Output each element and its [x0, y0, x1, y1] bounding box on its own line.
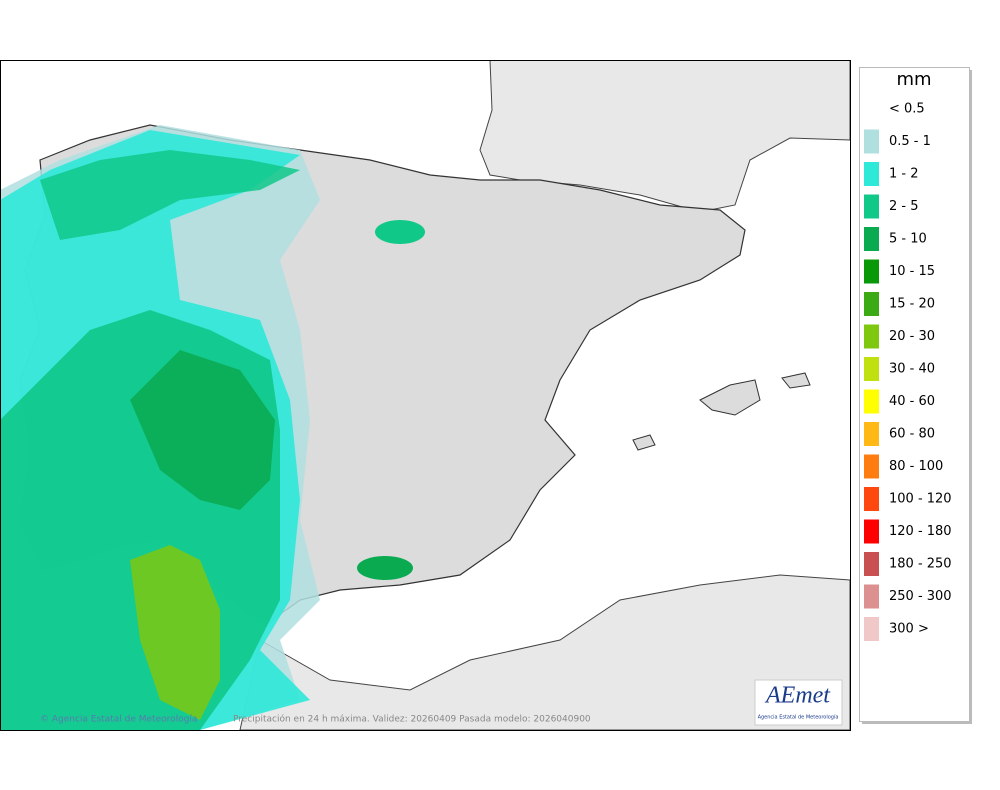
- legend-label: 300 >: [889, 622, 929, 637]
- legend-label: 60 - 80: [889, 427, 935, 442]
- legend-label: 1 - 2: [889, 167, 919, 182]
- legend-swatch: [864, 129, 879, 154]
- precipitation-north: [40, 150, 300, 240]
- legend-swatch: [864, 422, 879, 446]
- precipitation-south: [357, 556, 413, 580]
- legend-swatch: [864, 552, 879, 576]
- legend-label: 120 - 180: [889, 524, 952, 539]
- legend-swatch: [864, 227, 879, 251]
- france: [479, 60, 850, 213]
- legend-label: 180 - 250: [889, 557, 952, 572]
- legend-label: 30 - 40: [889, 362, 935, 377]
- legend-label: 15 - 20: [889, 297, 935, 312]
- legend-swatch: [864, 292, 879, 316]
- map: [0, 60, 850, 730]
- precipitation-5-10: [130, 350, 275, 510]
- logo-text: AEmet: [764, 683, 831, 709]
- legend-swatch: [864, 162, 879, 186]
- legend-label: 250 - 300: [889, 589, 952, 604]
- legend-label: 5 - 10: [889, 232, 927, 247]
- logo-subtitle: Agencia Estatal de Meteorología: [758, 714, 839, 721]
- legend-label: 20 - 30: [889, 329, 935, 344]
- caption: Precipitación en 24 h máxima. Validez: 2…: [233, 714, 591, 725]
- precipitation-north-east: [375, 220, 425, 244]
- copyright: © Agencia Estatal de Meteorología: [40, 715, 197, 725]
- precipitation-20-30: [130, 545, 220, 720]
- legend-swatch: [864, 324, 879, 349]
- ibiza: [632, 434, 656, 451]
- legend-items: < 0.5 0.5 - 1 1 - 2 2 - 5 5 - 10 10 - 15 15 - …: [864, 97, 952, 641]
- legend-label: 40 - 60: [889, 394, 935, 409]
- legend-swatch: [864, 617, 879, 641]
- legend-swatch: [864, 389, 879, 414]
- legend-label: 0.5 - 1: [889, 134, 931, 149]
- legend-label: < 0.5: [889, 102, 925, 117]
- map-frame: [0, 60, 851, 731]
- menorca: [781, 372, 811, 389]
- legend-label: 100 - 120: [889, 492, 952, 507]
- legend-swatch: [864, 194, 879, 219]
- legend-swatch: [864, 584, 879, 609]
- africa: [239, 574, 850, 730]
- logo-box: [754, 679, 843, 726]
- legend-swatch: [864, 259, 879, 284]
- legend-swatch: [864, 97, 879, 121]
- legend-swatch: [864, 357, 879, 381]
- legend-label: 80 - 100: [889, 459, 943, 474]
- mallorca: [699, 379, 761, 416]
- legend-swatch: [864, 454, 879, 479]
- legend-label: 10 - 15: [889, 264, 935, 279]
- legend-title: mm: [896, 69, 931, 90]
- legend-swatch: [864, 519, 879, 544]
- legend-label: 2 - 5: [889, 199, 919, 214]
- legend-swatch: [864, 487, 879, 511]
